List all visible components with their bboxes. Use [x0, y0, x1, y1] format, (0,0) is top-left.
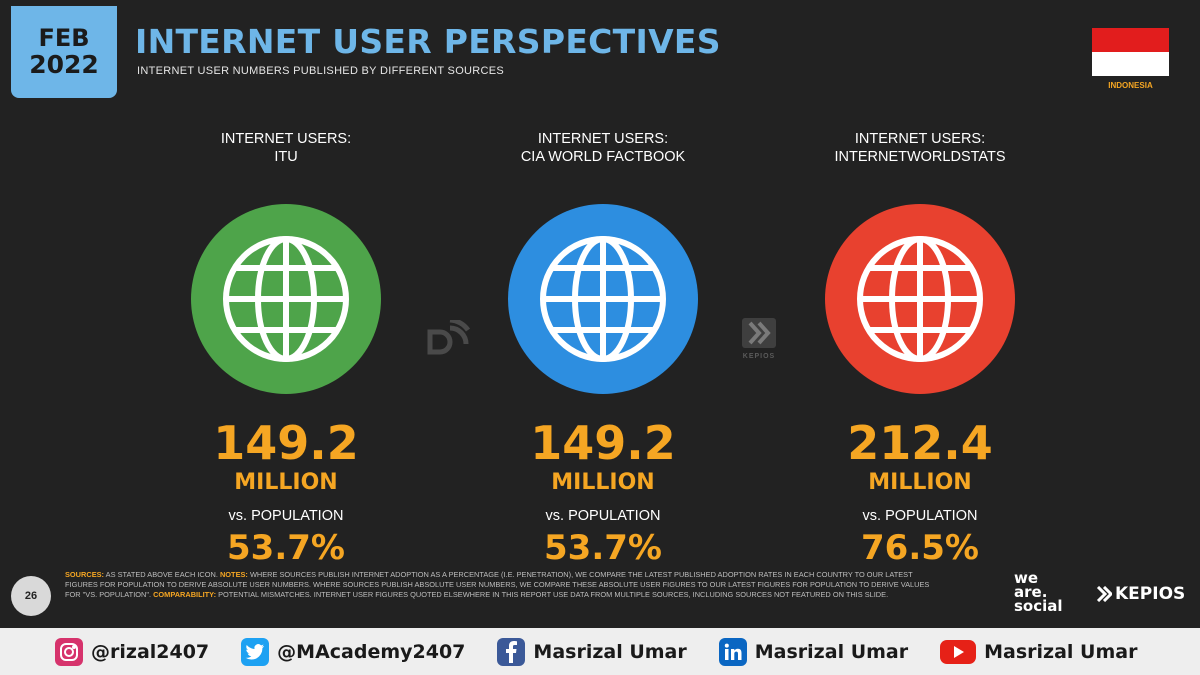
twitter-handle: @MAcademy2407: [277, 640, 466, 663]
kepios-watermark-label: KEPIOS: [742, 353, 776, 360]
population-percentage: 53.7%: [227, 528, 345, 568]
facebook-icon: [497, 637, 526, 666]
source-heading: INTERNET USERS: INTERNETWORLDSTATS: [760, 130, 1080, 166]
heading-line-2: CIA WORLD FACTBOOK: [520, 149, 686, 165]
indonesia-flag-icon: [1092, 28, 1169, 76]
source-column-cia: INTERNET USERS: CIA WORLD FACTBOOK 149.2…: [443, 130, 763, 568]
globe-icon: [223, 236, 349, 362]
page-subtitle: INTERNET USER NUMBERS PUBLISHED BY DIFFE…: [137, 65, 505, 77]
source-column-itu: INTERNET USERS: ITU 149.2 MILLION vs. PO…: [126, 130, 446, 568]
we-are-social-logo: we are. social: [1014, 569, 1063, 615]
social-twitter[interactable]: @MAcademy2407: [241, 637, 466, 666]
user-count-unit: MILLION: [868, 470, 972, 495]
linkedin-name: Masrizal Umar: [754, 640, 909, 663]
comparability-text: POTENTIAL MISMATCHES. INTERNET USER FIGU…: [216, 590, 889, 599]
globe-circle: [191, 204, 381, 394]
vs-population-label: vs. POPULATION: [862, 508, 978, 524]
page-title: INTERNET USER PERSPECTIVES: [135, 22, 721, 61]
notes-key: NOTES:: [219, 570, 248, 579]
user-count: 149.2: [213, 416, 359, 470]
vs-population-label: vs. POPULATION: [228, 508, 344, 524]
slide: FEB 2022 INTERNET USER PERSPECTIVES INTE…: [11, 6, 1186, 616]
source-heading: INTERNET USERS: CIA WORLD FACTBOOK: [443, 130, 763, 166]
twitter-icon: [241, 637, 270, 666]
globe-circle: [508, 204, 698, 394]
heading-line-1: INTERNET USERS:: [854, 131, 986, 147]
population-percentage: 76.5%: [861, 528, 979, 568]
vs-population-label: vs. POPULATION: [545, 508, 661, 524]
heading-line-2: ITU: [274, 149, 298, 165]
user-count-unit: MILLION: [234, 470, 338, 495]
globe-circle: [825, 204, 1015, 394]
heading-line-2: INTERNETWORLDSTATS: [834, 149, 1006, 165]
source-column-internetworldstats: INTERNET USERS: INTERNETWORLDSTATS 212.4…: [760, 130, 1080, 568]
page-number: 26: [11, 576, 51, 616]
kepios-watermark-icon: [742, 318, 776, 348]
youtube-icon: [940, 639, 977, 664]
social-facebook[interactable]: Masrizal Umar: [497, 637, 687, 666]
population-percentage: 53.7%: [544, 528, 662, 568]
social-youtube[interactable]: Masrizal Umar: [940, 639, 1138, 664]
user-count: 149.2: [530, 416, 676, 470]
globe-icon: [857, 236, 983, 362]
kepios-logo-icon: [1096, 586, 1112, 602]
heading-line-1: INTERNET USERS:: [537, 131, 669, 147]
datareportal-watermark-icon: [426, 317, 471, 361]
youtube-name: Masrizal Umar: [984, 640, 1138, 663]
sources-key: SOURCES:: [65, 570, 105, 579]
comparability-key: COMPARABILITY:: [153, 590, 217, 599]
footnote: SOURCES: AS STATED ABOVE EACH ICON. NOTE…: [65, 570, 945, 600]
instagram-handle: @rizal2407: [91, 640, 210, 663]
linkedin-icon: [718, 637, 747, 666]
notes-text: WHERE SOURCES PUBLISH INTERNET ADOPTION …: [65, 570, 930, 599]
social-linkedin[interactable]: Masrizal Umar: [718, 637, 909, 666]
user-count-unit: MILLION: [551, 470, 655, 495]
source-heading: INTERNET USERS: ITU: [126, 130, 446, 166]
user-count: 212.4: [847, 416, 993, 470]
kepios-watermark: KEPIOS: [742, 318, 776, 360]
social-instagram[interactable]: @rizal2407: [55, 637, 210, 666]
date-badge: FEB 2022: [11, 6, 117, 98]
instagram-icon: [55, 637, 83, 666]
country-label: INDONESIA: [1108, 81, 1153, 90]
facebook-name: Masrizal Umar: [533, 640, 687, 663]
social-bar: @rizal2407 @MAcademy2407 Masrizal Umar M…: [0, 628, 1200, 675]
sources-text: AS STATED ABOVE EACH ICON.: [104, 570, 220, 579]
globe-icon: [540, 236, 666, 362]
date-year: 2022: [29, 50, 99, 79]
date-month: FEB: [38, 24, 90, 52]
heading-line-1: INTERNET USERS:: [220, 131, 352, 147]
kepios-logo: KEPIOS: [1096, 584, 1185, 604]
